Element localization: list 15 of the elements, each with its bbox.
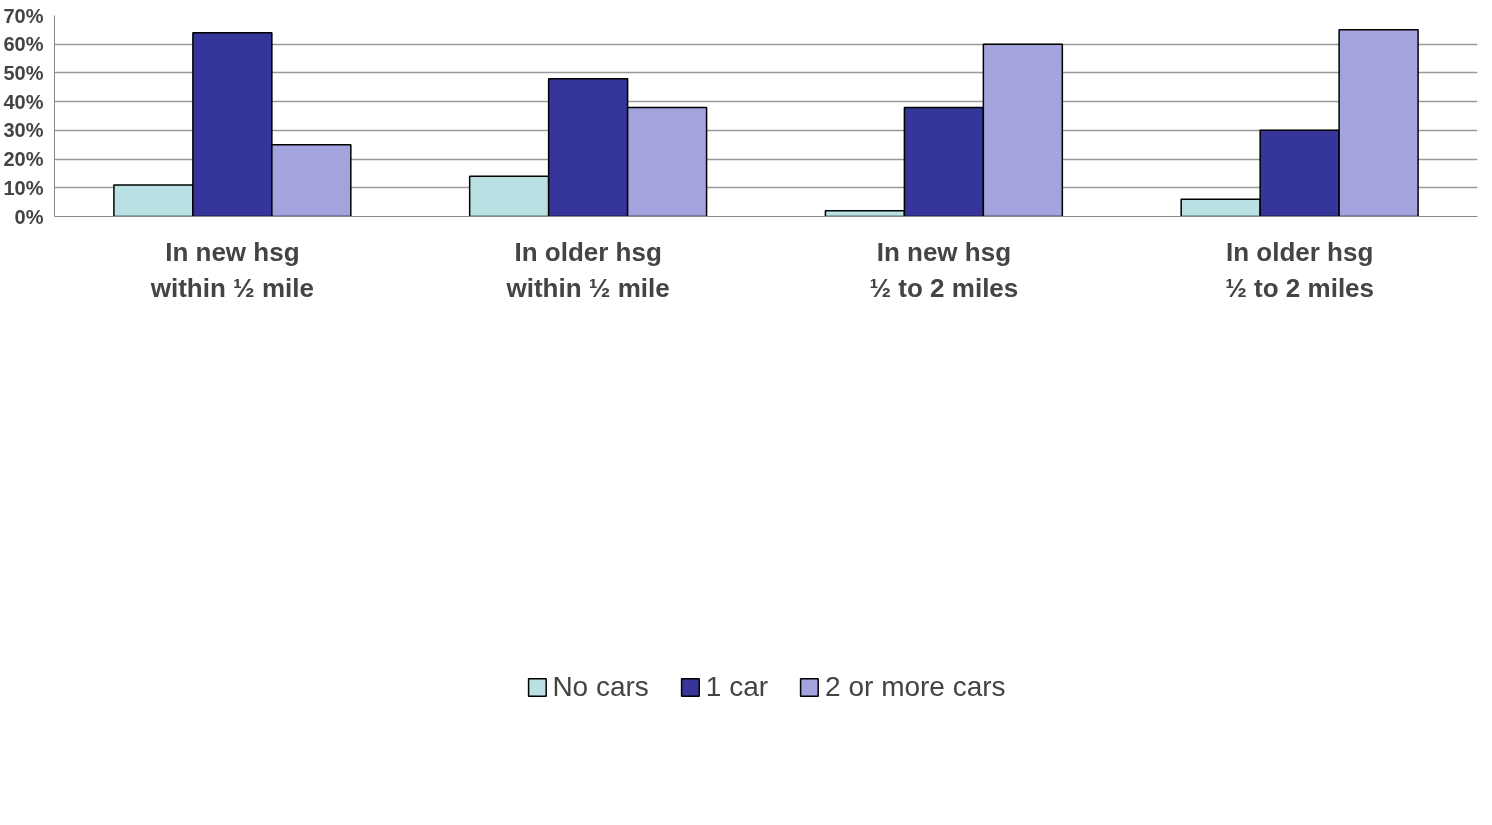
x-tick-label: In older hsg ½ to 2 miles (1225, 236, 1375, 303)
y-tick-label: 10% (3, 176, 44, 199)
y-tick-label: 0% (14, 205, 44, 228)
y-tick-label: 30% (3, 119, 44, 142)
x-tick-label: In new hsg within ½ mile (149, 236, 314, 303)
y-tick-label: 70% (3, 4, 44, 27)
legend-label: No cars (552, 671, 649, 703)
legend-label: 1 car (705, 671, 769, 703)
x-tick-label: In new hsg ½ to 2 miles (869, 236, 1019, 303)
y-tick-label: 40% (3, 90, 44, 113)
legend-label: 2 or more cars (825, 671, 1006, 703)
y-tick-label: 50% (3, 61, 44, 84)
y-tick-label: 20% (3, 148, 44, 171)
x-tick-label: In older hsg within ½ mile (505, 236, 670, 303)
y-tick-label: 60% (3, 33, 44, 56)
